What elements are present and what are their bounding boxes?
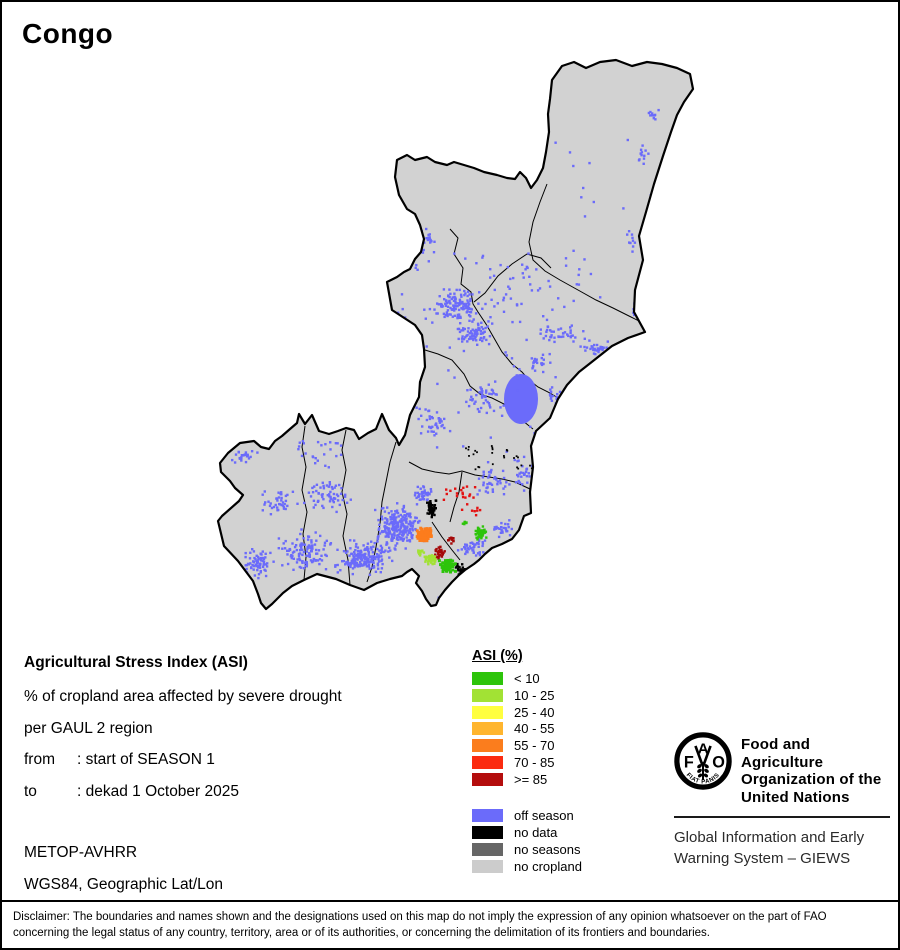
legend-label: 25 - 40: [514, 704, 555, 720]
fao-separator: [674, 816, 890, 818]
legend-label: no seasons: [514, 841, 581, 857]
legend-label: 55 - 70: [514, 738, 555, 754]
legend-swatch: [472, 772, 503, 786]
cropland-speckles: [231, 108, 660, 609]
legend-row: 40 - 55: [472, 721, 582, 737]
fao-org-name: Food and Agriculture Organization of the…: [741, 736, 882, 806]
disclaimer: Disclaimer: The boundaries and names sho…: [2, 900, 898, 948]
legend-title: ASI (%): [472, 648, 523, 664]
page-title: Congo: [22, 18, 114, 49]
legend-swatch: [472, 808, 503, 822]
info-line-2: per GAUL 2 region: [24, 719, 153, 737]
legend-swatch: [472, 739, 503, 753]
from-label: from: [24, 751, 55, 768]
legend-label: no cropland: [514, 859, 582, 875]
legend-swatch: [472, 672, 503, 685]
giews-label: Global Information and Early Warning Sys…: [674, 829, 865, 867]
legend-swatch: [472, 825, 503, 839]
fao-letter-o: O: [712, 753, 725, 771]
legend-row: >= 85: [472, 771, 582, 787]
disclaimer-line-1: Disclaimer: The boundaries and names sho…: [13, 911, 827, 923]
legend-swatch: [472, 705, 503, 719]
legend: ASI (%) < 10 10 - 25 25 - 40 40 - 55 55 …: [472, 648, 582, 877]
legend-label: >= 85: [514, 771, 548, 787]
legend-row: 10 - 25: [472, 687, 582, 703]
info-line-1: % of cropland area affected by severe dr…: [24, 688, 342, 705]
legend-label: no data: [514, 824, 558, 840]
fao-block: F A O FIAT PANIS Food and Agriculture Or…: [674, 732, 892, 869]
projection-label: WGS84, Geographic Lat/Lon: [24, 875, 224, 893]
fao-letter-a: A: [698, 740, 709, 757]
legend-label: 10 - 25: [514, 687, 555, 703]
to-label: to: [24, 782, 37, 800]
legend-label: 70 - 85: [514, 754, 555, 770]
country-shape: [218, 60, 693, 609]
legend-swatch: [472, 688, 503, 702]
legend-swatch: [472, 755, 503, 769]
to-value: : dekad 1 October 2025: [77, 782, 240, 800]
legend-row: 70 - 85: [472, 754, 582, 770]
legend-label: < 10: [514, 671, 540, 686]
info-heading: Agricultural Stress Index (ASI): [24, 654, 248, 671]
legend-row: 25 - 40: [472, 704, 582, 720]
fao-logo: F A O FIAT PANIS: [674, 732, 732, 790]
off-season-blob: [504, 374, 538, 424]
info-to-row: to : dekad 1 October 2025: [24, 783, 342, 801]
legend-row: no seasons: [472, 841, 582, 857]
disclaimer-line-2: concerning the legal status of any count…: [13, 927, 710, 939]
legend-row: 55 - 70: [472, 738, 582, 754]
legend-row: no data: [472, 824, 582, 840]
fao-letter-f: F: [684, 753, 694, 771]
region-boundaries: [301, 183, 642, 586]
legend-row: < 10: [472, 671, 582, 686]
legend-label: 40 - 55: [514, 721, 555, 737]
legend-row: off season: [472, 807, 582, 823]
legend-row: no cropland: [472, 859, 582, 875]
sensor-label: METOP-AVHRR: [24, 844, 138, 861]
legend-label: off season: [514, 807, 574, 823]
info-from-row: from : start of SEASON 1: [24, 751, 342, 769]
legend-swatch: [472, 842, 503, 856]
from-value: : start of SEASON 1: [77, 751, 215, 768]
legend-swatch: [472, 860, 503, 874]
legend-swatch: [472, 722, 503, 736]
info-block: Agricultural Stress Index (ASI) % of cro…: [24, 654, 342, 907]
